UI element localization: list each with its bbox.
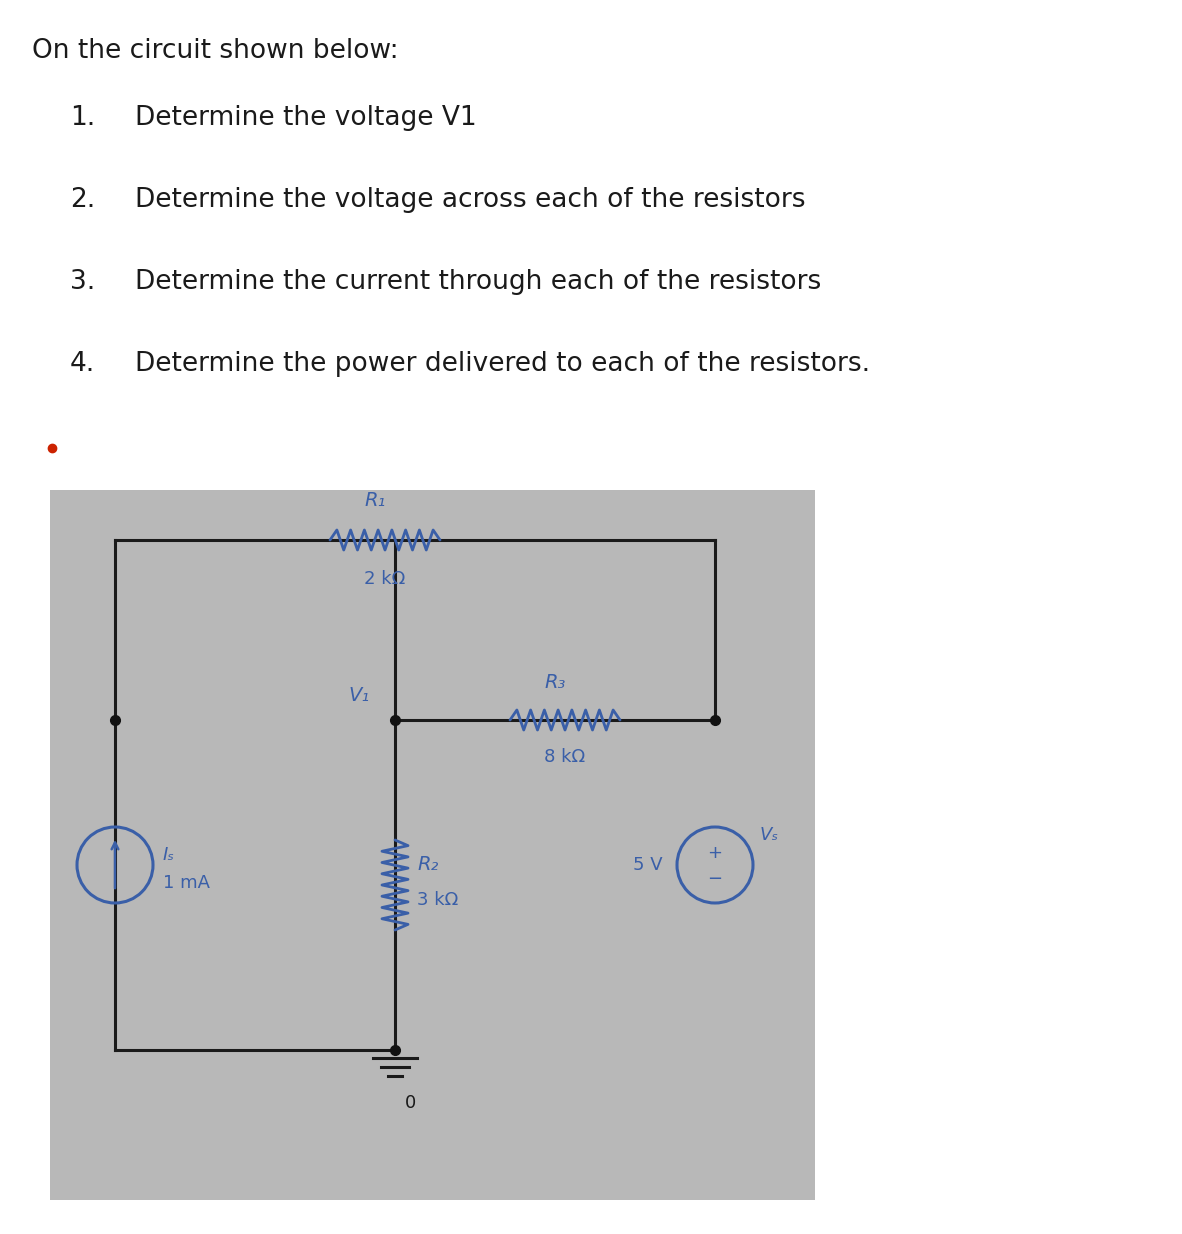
Text: R₃: R₃	[545, 673, 566, 692]
Text: 3 kΩ: 3 kΩ	[417, 891, 459, 909]
Text: 3.: 3.	[70, 269, 95, 295]
Text: 1 mA: 1 mA	[163, 874, 210, 892]
Text: Determine the voltage across each of the resistors: Determine the voltage across each of the…	[135, 188, 805, 213]
Text: 8 kΩ: 8 kΩ	[545, 748, 585, 766]
Text: Iₛ: Iₛ	[163, 847, 175, 864]
Text: Determine the voltage V1: Determine the voltage V1	[135, 105, 476, 131]
Text: 1.: 1.	[70, 105, 95, 131]
Text: +: +	[708, 844, 722, 863]
Text: 2.: 2.	[70, 188, 95, 213]
Text: 5 V: 5 V	[634, 856, 663, 874]
Bar	[50, 490, 816, 1199]
Text: Vₛ: Vₛ	[760, 826, 779, 844]
Text: On the circuit shown below:: On the circuit shown below:	[32, 38, 398, 64]
Text: Determine the power delivered to each of the resistors.: Determine the power delivered to each of…	[135, 350, 870, 378]
Text: Determine the current through each of the resistors: Determine the current through each of th…	[135, 269, 821, 295]
Text: R₁: R₁	[364, 491, 385, 510]
Text: 2 kΩ: 2 kΩ	[364, 570, 405, 587]
Text: −: −	[708, 870, 722, 888]
Text: 0: 0	[405, 1095, 416, 1112]
Text: V₁: V₁	[349, 686, 370, 705]
Text: 4.: 4.	[70, 350, 95, 378]
Text: R₂: R₂	[417, 855, 439, 875]
